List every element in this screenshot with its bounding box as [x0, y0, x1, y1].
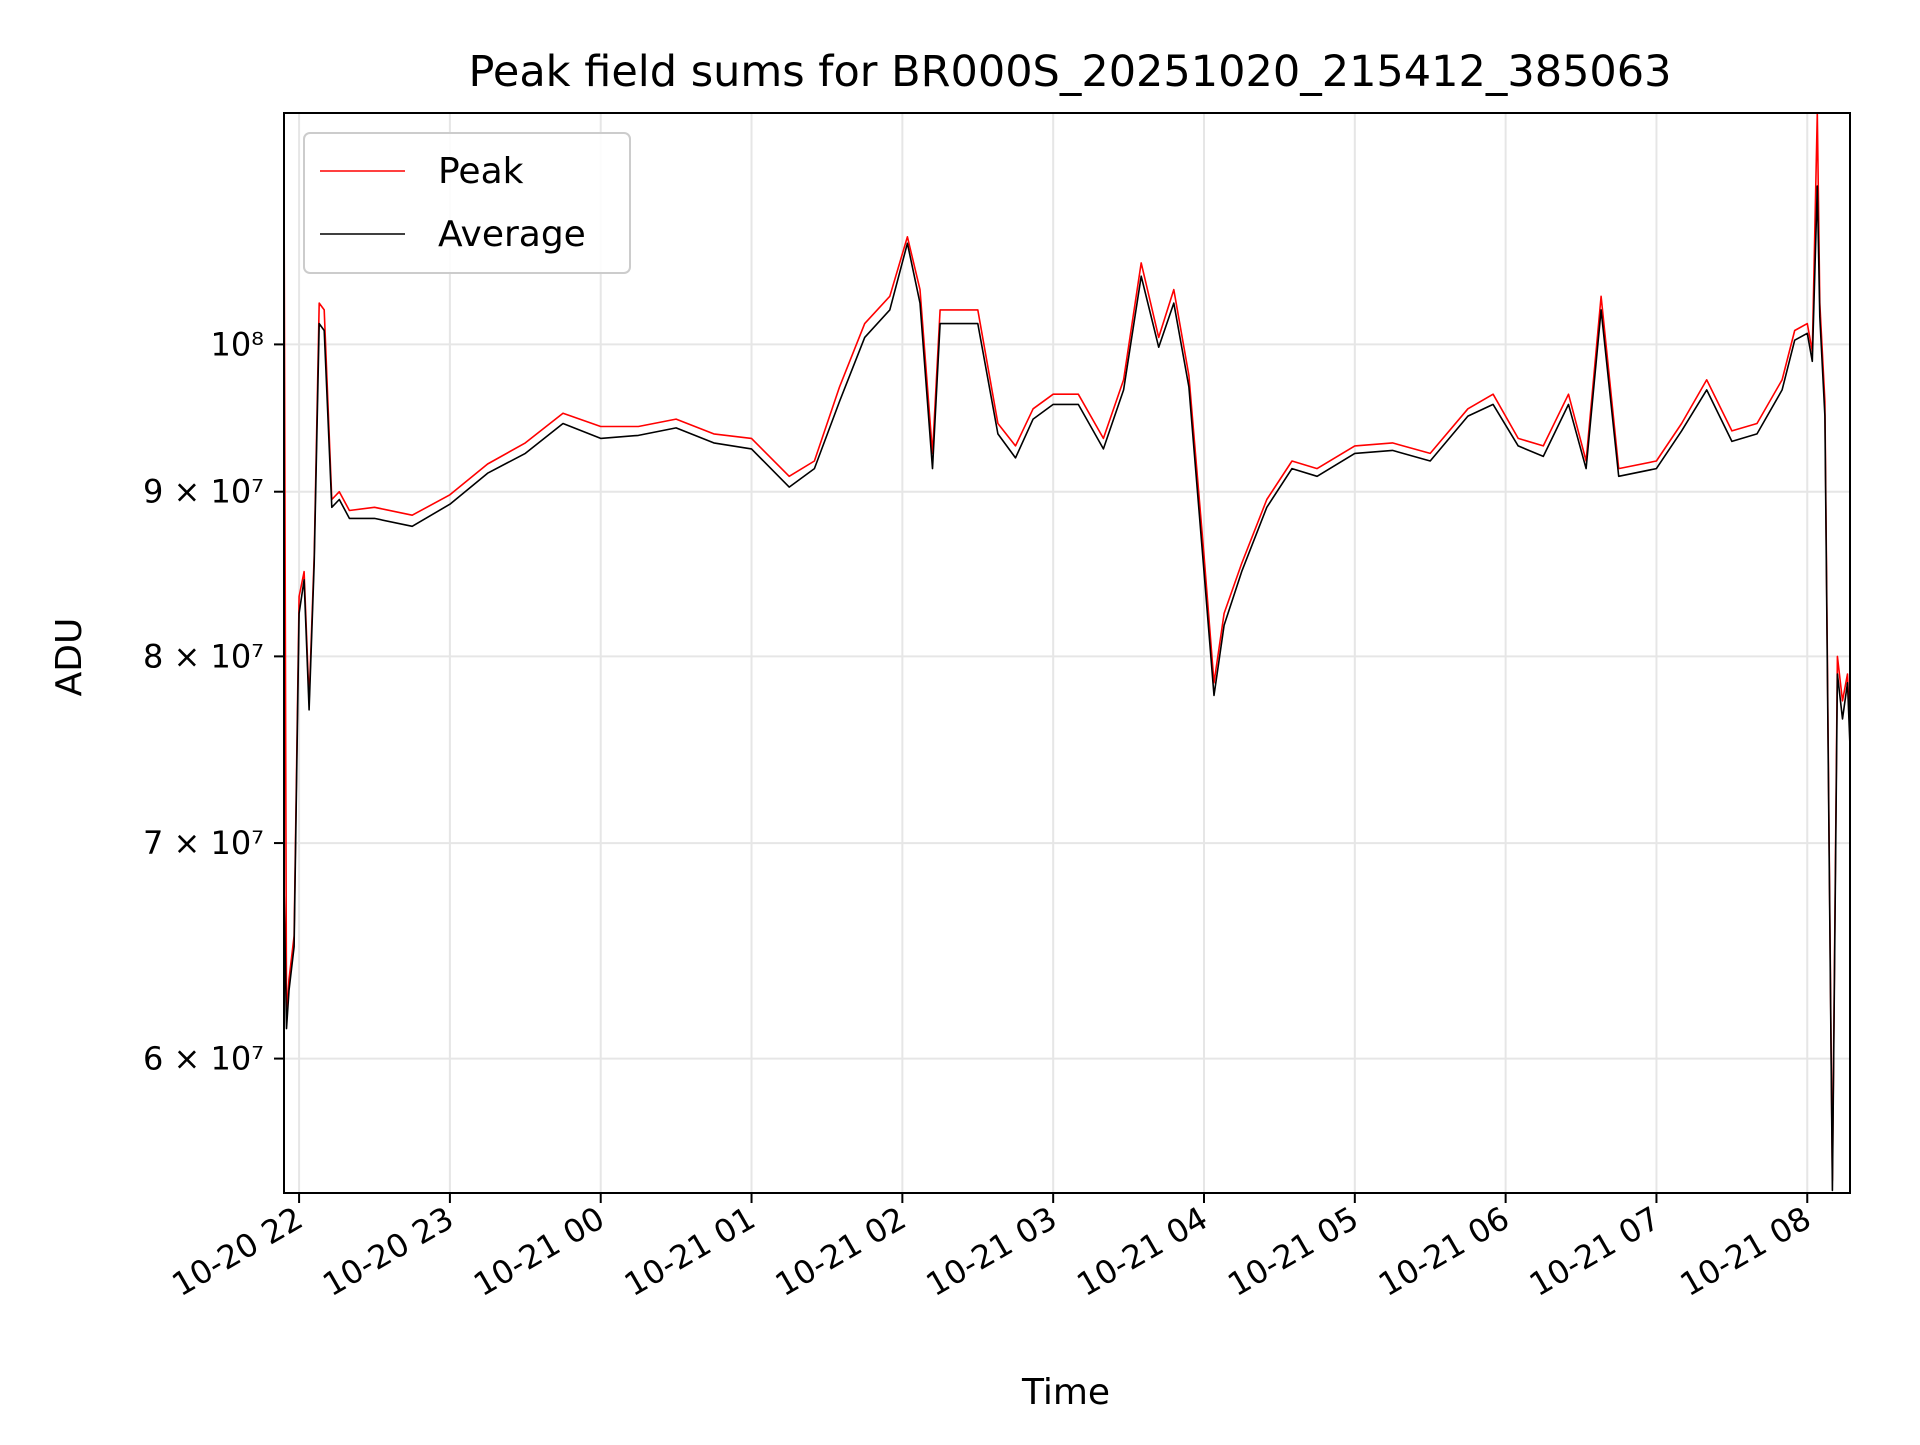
plot-area-frame [283, 112, 1851, 1194]
y-tick-label: 7 × 10⁷ [143, 824, 264, 862]
series-line-average [283, 185, 1851, 1192]
legend-box [303, 132, 631, 274]
y-axis-label: ADU [49, 618, 90, 697]
legend-peak-label: Peak [438, 151, 524, 192]
x-axis-label: Time [1021, 1372, 1110, 1413]
chart-title: Peak field sums for BR000S_20251020_2154… [468, 47, 1671, 97]
y-tick-label: 6 × 10⁷ [143, 1040, 264, 1078]
grid-lines [284, 113, 1850, 1193]
y-tick-label: 10⁸ [210, 325, 264, 363]
series-line-peak [283, 112, 1851, 1181]
legend: Peak Average [303, 132, 631, 274]
y-tick-label: 8 × 10⁷ [143, 637, 264, 675]
plot-series [283, 112, 1851, 1192]
legend-average-label: Average [438, 214, 586, 255]
y-tick-label: 9 × 10⁷ [143, 473, 264, 511]
